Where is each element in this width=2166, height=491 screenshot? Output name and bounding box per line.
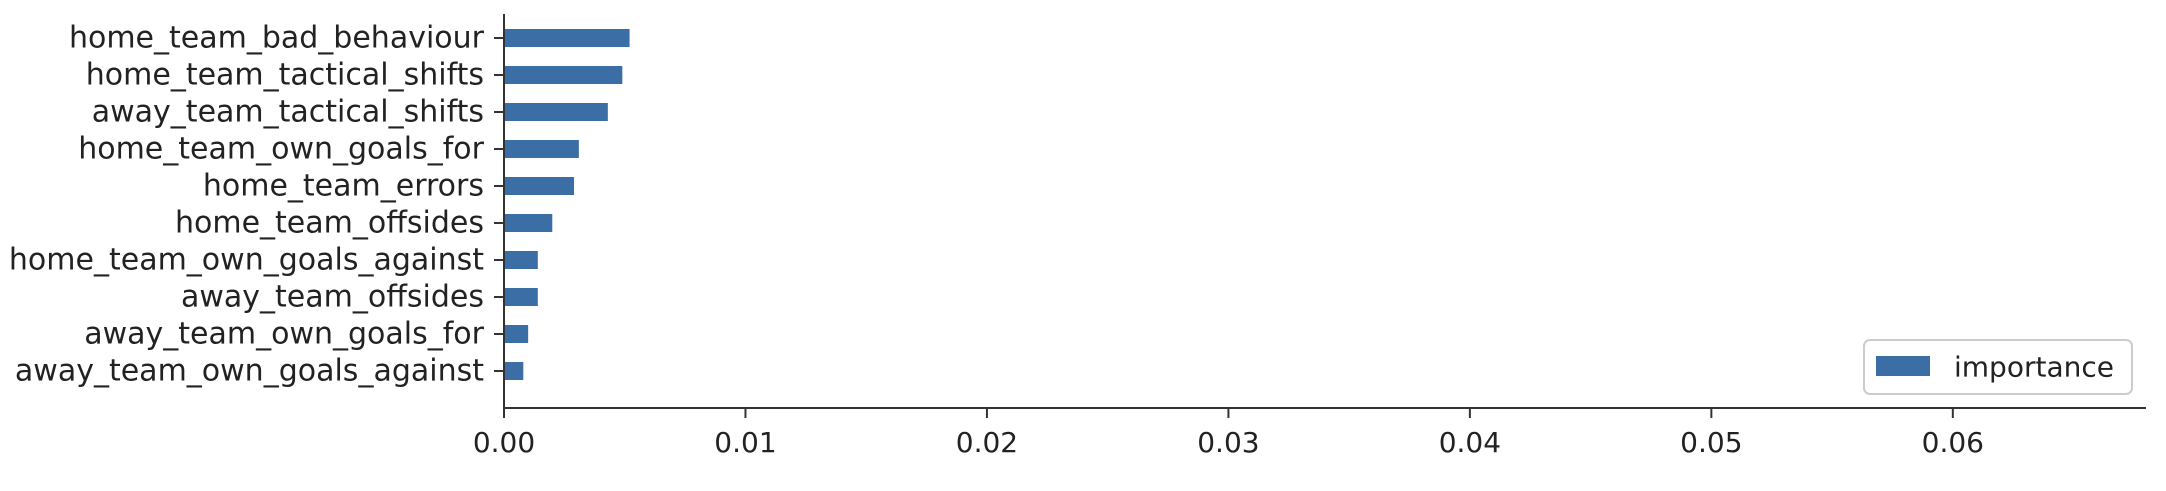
legend-label-importance: importance bbox=[1954, 351, 2114, 384]
category-label-home-team-own-goals-for: home_team_own_goals_for bbox=[78, 132, 484, 167]
x-tick-label: 0.05 bbox=[1680, 426, 1742, 459]
bar-home-team-bad-behaviour bbox=[504, 29, 630, 47]
bars-layer bbox=[504, 29, 630, 380]
legend: importance bbox=[1863, 339, 2133, 395]
category-labels: home_team_bad_behaviourhome_team_tactica… bbox=[9, 21, 504, 389]
bar-home-team-tactical-shifts bbox=[504, 66, 623, 84]
category-label-away-team-own-goals-for: away_team_own_goals_for bbox=[84, 317, 484, 352]
category-label-home-team-errors: home_team_errors bbox=[203, 169, 484, 204]
legend-box bbox=[1863, 339, 2133, 395]
x-tick-label: 0.03 bbox=[1197, 426, 1259, 459]
x-axis-ticks: 0.00 0.01 0.02 0.03 0.04 0.05 0.06 bbox=[473, 408, 1984, 459]
bar-away-team-tactical-shifts bbox=[504, 103, 608, 121]
bar-home-team-own-goals-for bbox=[504, 140, 579, 158]
category-label-away-team-offsides: away_team_offsides bbox=[181, 280, 484, 315]
bar-away-team-own-goals-for bbox=[504, 325, 529, 343]
category-label-home-team-offsides: home_team_offsides bbox=[175, 206, 484, 241]
legend-swatch bbox=[1876, 356, 1930, 376]
x-tick-label: 0.04 bbox=[1439, 426, 1501, 459]
category-label-away-team-tactical-shifts: away_team_tactical_shifts bbox=[92, 95, 484, 130]
x-tick-label: 0.06 bbox=[1922, 426, 1984, 459]
x-tick-label: 0.00 bbox=[473, 426, 535, 459]
category-label-home-team-tactical-shifts: home_team_tactical_shifts bbox=[86, 58, 484, 93]
category-label-away-team-own-goals-against: away_team_own_goals_against bbox=[15, 354, 484, 389]
bar-away-team-offsides bbox=[504, 288, 538, 306]
bar-home-team-errors bbox=[504, 177, 575, 195]
x-tick-label: 0.02 bbox=[956, 426, 1018, 459]
bar-home-team-own-goals-against bbox=[504, 251, 538, 269]
bar-home-team-offsides bbox=[504, 214, 553, 232]
category-label-home-team-bad-behaviour: home_team_bad_behaviour bbox=[69, 21, 485, 56]
x-tick-label: 0.01 bbox=[714, 426, 776, 459]
category-label-home-team-own-goals-against: home_team_own_goals_against bbox=[9, 243, 484, 278]
bar-away-team-own-goals-against bbox=[504, 362, 524, 380]
